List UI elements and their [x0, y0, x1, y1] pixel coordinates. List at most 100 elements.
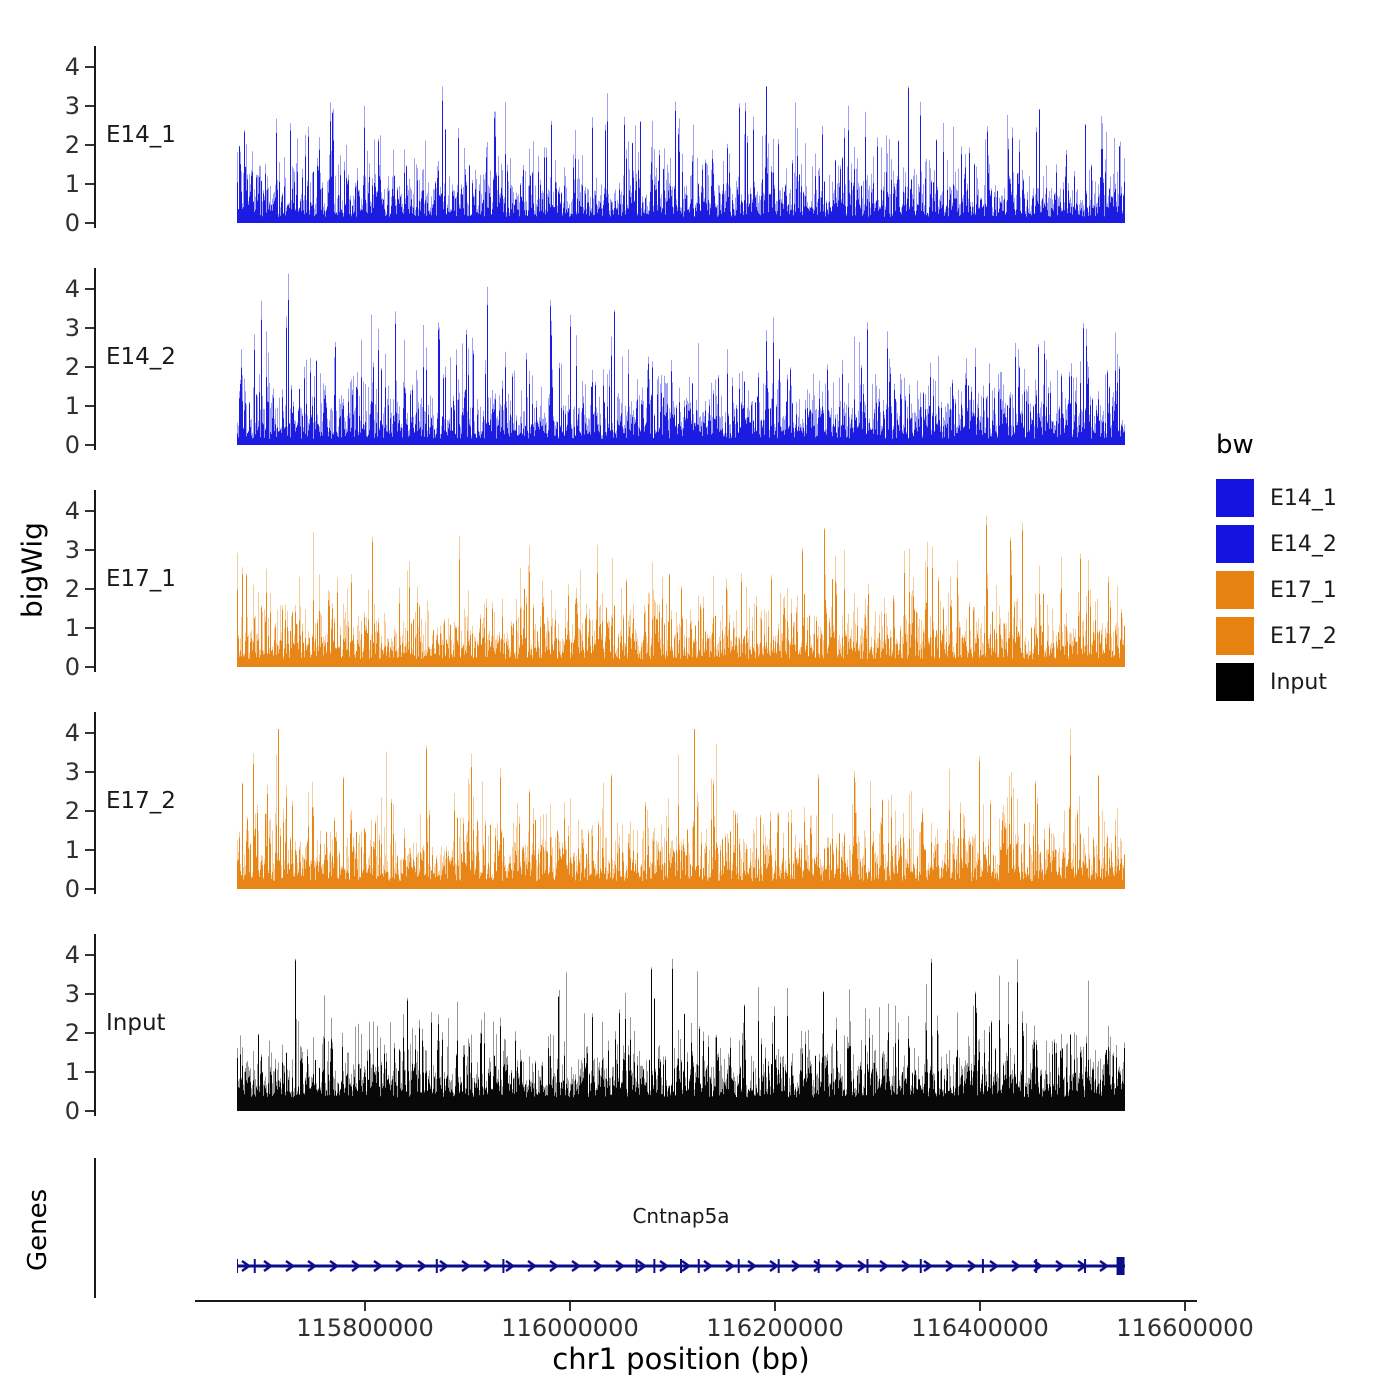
y-tick-label: 4: [64, 53, 80, 81]
y-tick-mark: [85, 66, 94, 68]
track-panel-E14_1: 0 1 2 3 4 E14_1: [0, 30, 1400, 237]
strand-arrow: [725, 1259, 736, 1273]
coverage-signal-E14_1: [237, 86, 1125, 223]
strand-arrow: [285, 1259, 296, 1273]
legend-swatch-E14_1: [1216, 479, 1254, 517]
track-y-axis-line: [94, 934, 96, 1116]
strand-arrow: [417, 1259, 428, 1273]
genes-axis-line: [94, 1158, 96, 1298]
x-tick-mark: [1184, 1302, 1186, 1311]
y-tick-mark: [85, 732, 94, 734]
strand-arrow: [901, 1259, 912, 1273]
y-tick-label: 0: [64, 209, 80, 237]
coverage-signal-E17_1: [237, 515, 1125, 667]
strand-arrow: [681, 1259, 692, 1273]
y-tick-label: 1: [64, 1058, 80, 1086]
strand-arrow: [637, 1259, 648, 1273]
strand-arrow: [373, 1259, 384, 1273]
y-tick-label: 4: [64, 275, 80, 303]
y-tick-mark: [85, 1071, 94, 1073]
y-tick-label: 0: [64, 875, 80, 903]
gene-model: [237, 1257, 1125, 1275]
y-tick-label: 3: [64, 92, 80, 120]
strand-arrow: [967, 1259, 978, 1273]
y-tick-mark: [85, 954, 94, 956]
track-y-axis-line: [94, 490, 96, 672]
y-tick-mark: [85, 366, 94, 368]
strand-arrow: [1099, 1259, 1110, 1273]
legend-entry-E14_2: E14_2: [1216, 524, 1337, 564]
strand-arrow: [505, 1259, 516, 1273]
y-tick-mark: [85, 444, 94, 446]
y-tick-label: 4: [64, 719, 80, 747]
track-label-E14_2: E14_2: [106, 344, 176, 370]
strand-arrow: [549, 1259, 560, 1273]
y-tick-mark: [85, 144, 94, 146]
y-tick-mark: [85, 810, 94, 812]
y-tick-label: 3: [64, 758, 80, 786]
y-tick-label: 1: [64, 392, 80, 420]
strand-arrow: [857, 1259, 868, 1273]
track-y-axis-line: [94, 712, 96, 894]
y-tick-mark: [85, 405, 94, 407]
x-tick-mark: [774, 1302, 776, 1311]
legend-label: E14_1: [1270, 485, 1337, 511]
y-tick-label: 3: [64, 314, 80, 342]
strand-arrow: [307, 1259, 318, 1273]
x-tick-label: 116200000: [706, 1314, 844, 1342]
x-tick-mark: [979, 1302, 981, 1311]
y-tick-label: 2: [64, 1019, 80, 1047]
strand-arrow: [439, 1259, 450, 1273]
y-tick-mark: [85, 1110, 94, 1112]
track-panel-Input: 0 1 2 3 4 Input: [0, 918, 1400, 1125]
legend-label: E17_2: [1270, 623, 1337, 649]
terminal-exon: [1116, 1257, 1125, 1275]
y-tick-label: 3: [64, 980, 80, 1008]
legend-entries: E14_1 E14_2 E17_1 E17_2 Input: [1216, 478, 1337, 702]
legend-swatch-E17_1: [1216, 571, 1254, 609]
y-tick-mark: [85, 288, 94, 290]
legend-label: E14_2: [1270, 531, 1337, 557]
signal-body: [237, 299, 1125, 445]
gene-name-label: Cntnap5a: [632, 1204, 730, 1228]
y-tick-mark: [85, 327, 94, 329]
y-tick-label: 0: [64, 431, 80, 459]
strand-arrow: [659, 1259, 670, 1273]
strand-arrow: [791, 1259, 802, 1273]
legend-entry-E17_1: E17_1: [1216, 570, 1337, 610]
track-label-E17_2: E17_2: [106, 788, 176, 814]
signal-body: [237, 960, 1125, 1111]
legend-entry-E14_1: E14_1: [1216, 478, 1337, 518]
y-tick-mark: [85, 888, 94, 890]
strand-arrow: [593, 1259, 604, 1273]
strand-arrow: [835, 1259, 846, 1273]
x-tick-mark: [569, 1302, 571, 1311]
signal-body: [237, 525, 1125, 667]
strand-arrow: [989, 1259, 1000, 1273]
strand-arrow: [1055, 1259, 1066, 1273]
strand-arrow: [1033, 1259, 1044, 1273]
y-tick-label: 1: [64, 836, 80, 864]
strand-arrow: [747, 1259, 758, 1273]
y-tick-label: 0: [64, 1097, 80, 1125]
strand-arrow: [769, 1259, 780, 1273]
genes-panel-label: Genes: [23, 1188, 53, 1272]
legend-entry-E17_2: E17_2: [1216, 616, 1337, 656]
legend: bw E14_1 E14_2 E17_1 E17_2 Input: [1216, 430, 1337, 708]
y-tick-mark: [85, 549, 94, 551]
legend-swatch-E17_2: [1216, 617, 1254, 655]
x-axis-line: [195, 1300, 1197, 1302]
signal-body: [237, 729, 1125, 889]
track-label-E14_1: E14_1: [106, 122, 176, 148]
y-tick-mark: [85, 627, 94, 629]
y-tick-label: 2: [64, 353, 80, 381]
y-tick-label: 1: [64, 170, 80, 198]
track-panel-E17_1: 0 1 2 3 4 E17_1: [0, 474, 1400, 681]
track-y-axis-line: [94, 268, 96, 450]
legend-label: Input: [1270, 669, 1327, 695]
y-tick-label: 2: [64, 575, 80, 603]
strand-arrow: [395, 1259, 406, 1273]
y-tick-mark: [85, 183, 94, 185]
strand-arrow: [527, 1259, 538, 1273]
